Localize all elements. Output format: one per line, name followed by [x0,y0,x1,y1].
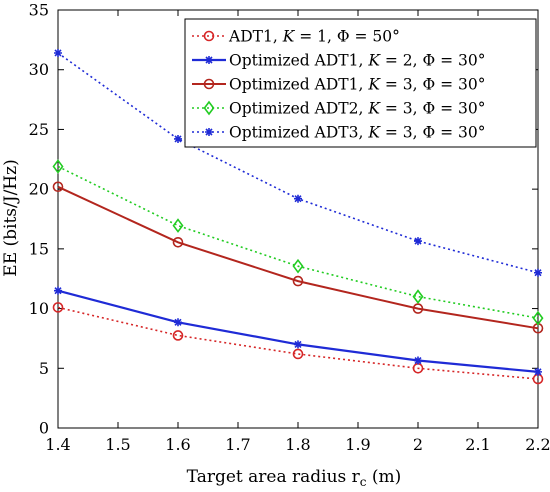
legend: ADT1, K = 1, Φ = 50° Optimized ADT1, K = … [184,18,537,148]
legend-label: Optimized ADT1, K = 2, Φ = 30° [229,52,486,70]
legend-label-part: K [367,100,381,118]
legend-label: ADT1, K = 1, Φ = 50° [228,28,400,46]
x-axis: 1.4 1.5 1.6 1.7 1.8 1.9 2 2.1 2.2 [45,10,550,454]
data-point [292,258,304,274]
legend-entry: ADT1, K = 1, Φ = 50° [192,28,400,46]
legend-entry: Optimized ADT1, K = 3, Φ = 30° [192,76,486,94]
y-tick-label: 25 [29,120,49,139]
legend-marker [205,128,213,136]
legend-marker [203,30,215,42]
data-point [52,302,64,313]
series-3 [52,181,544,334]
y-tick-label: 5 [39,359,49,378]
data-point [52,159,64,174]
x-axis-label-unit: (m) [367,467,402,487]
legend-label-part: K [367,76,381,94]
data-point [292,348,304,360]
legend-label-part: = 3, Φ = 30° [380,124,486,142]
x-tick-label: 2 [413,435,423,454]
series-line [57,165,539,319]
data-point [294,194,302,203]
y-tick-label: 20 [29,180,49,199]
legend-label-part: K [282,28,296,46]
legend-label-part: = 2, Φ = 30° [380,52,486,70]
legend-entry: Optimized ADT2, K = 3, Φ = 30° [192,100,486,118]
legend-marker [203,78,215,90]
legend-marker [203,100,215,116]
data-point [414,356,422,365]
legend-label-part: = 1, Φ = 50° [294,28,400,46]
x-axis-label: Target area radius rc (m) [187,467,402,489]
series-4 [52,159,544,326]
legend-label-part: Optimized ADT1, [229,76,368,94]
x-tick-label: 2.2 [525,435,550,454]
legend-label-part: = 3, Φ = 30° [380,76,486,94]
legend-label: Optimized ADT2, K = 3, Φ = 30° [229,100,486,118]
series-line [57,306,539,380]
series-layer [52,48,544,385]
data-point [532,310,544,326]
legend-entry: Optimized ADT1, K = 2, Φ = 30° [192,52,486,70]
legend-label-part: K [367,52,381,70]
y-tick-label: 0 [39,419,49,438]
x-tick-label: 1.7 [225,435,250,454]
y-tick-label: 35 [29,1,49,20]
data-point [534,268,542,277]
x-tick-label: 1.5 [105,435,130,454]
data-point [412,303,424,314]
y-tick-label: 15 [29,239,49,258]
legend-entry: Optimized ADT3, K = 3, Φ = 30° [192,124,486,142]
data-point [172,330,184,341]
data-point [174,134,182,143]
x-tick-label: 1.9 [345,435,370,454]
data-point [54,48,62,57]
x-tick-label: 1.8 [285,435,310,454]
data-point [54,286,62,295]
legend-label-part: = 3, Φ = 30° [380,100,486,118]
series-5 [54,48,542,277]
data-point [174,318,182,327]
legend-label-part: K [367,124,381,142]
legend-box [184,18,537,148]
legend-label-part: Optimized ADT2, [229,100,368,118]
x-tick-label: 1.6 [165,435,190,454]
y-axis-label: EE (bits/J/Hz) [1,159,21,276]
data-point [52,181,64,193]
series-1 [52,302,544,385]
x-tick-label: 1.4 [45,435,70,454]
legend-label-part: Optimized ADT3, [229,124,368,142]
data-point [292,275,304,287]
y-axis: 0 5 10 15 20 25 30 35 [29,1,538,438]
legend-label-part: Optimized ADT1, [229,52,368,70]
x-axis-label-subscript: c [360,475,367,489]
series-line [57,185,539,330]
legend-label: Optimized ADT1, K = 3, Φ = 30° [229,76,486,94]
legend-label: Optimized ADT3, K = 3, Φ = 30° [229,124,486,142]
y-tick-label: 30 [29,60,49,79]
data-point [534,367,542,376]
data-point [414,237,422,246]
legend-marker [205,56,213,64]
data-point [294,340,302,349]
data-point [172,236,184,248]
data-point [172,218,184,233]
x-tick-label: 2.1 [465,435,490,454]
series-2 [54,286,542,376]
data-point [412,289,424,304]
y-tick-label: 10 [29,299,49,318]
legend-label-part: ADT1, [228,28,283,46]
